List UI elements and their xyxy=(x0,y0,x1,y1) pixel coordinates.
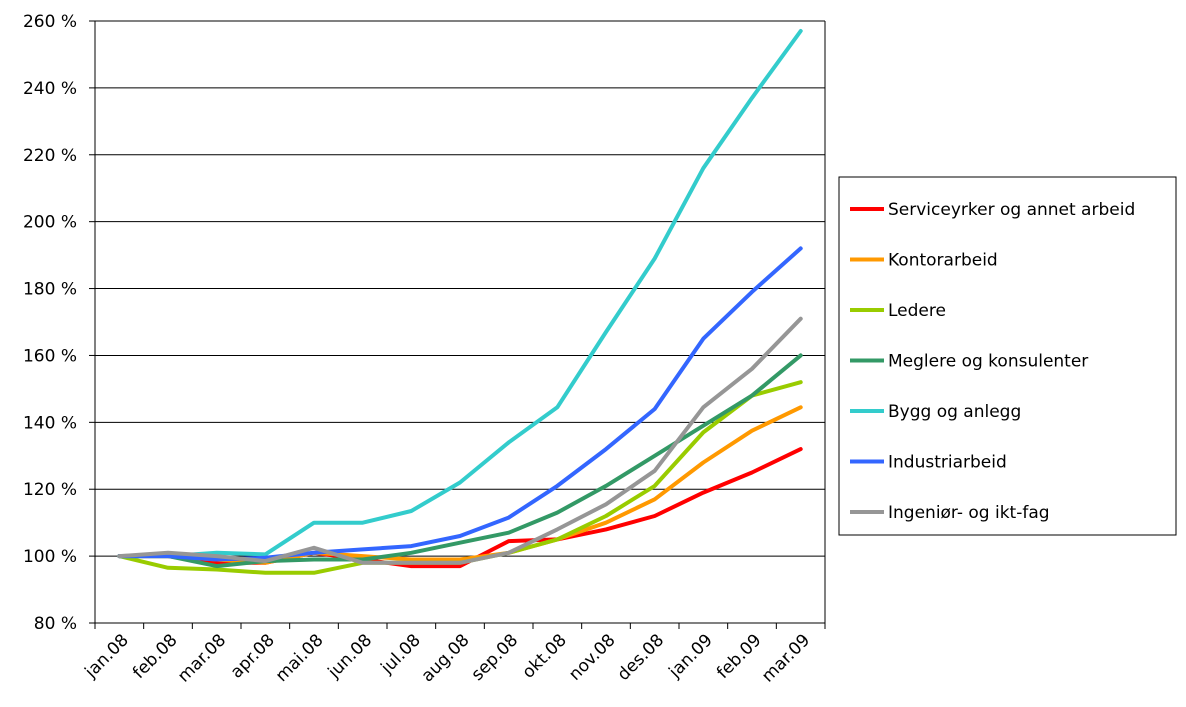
legend-item: Serviceyrker og annet arbeid xyxy=(850,200,1135,220)
legend-label: Serviceyrker og annet arbeid xyxy=(888,200,1135,220)
y-tick-label: 220 % xyxy=(23,146,77,166)
plot-background xyxy=(95,21,825,623)
x-tick-label: jan.08 xyxy=(81,630,133,682)
x-tick-label: feb.09 xyxy=(713,630,766,683)
legend-label: Ledere xyxy=(888,301,946,321)
x-tick-label: mai.08 xyxy=(272,630,328,686)
x-tick-label: nov.08 xyxy=(565,630,619,684)
y-tick-label: 140 % xyxy=(23,413,77,433)
legend-label: Industriarbeid xyxy=(888,453,1007,473)
x-tick-label: des.08 xyxy=(614,630,669,685)
y-tick-label: 200 % xyxy=(23,213,77,233)
legend-label: Kontorarbeid xyxy=(888,251,998,271)
x-tick-label: apr.08 xyxy=(227,630,279,682)
legend-label: Ingeniør- og ikt-fag xyxy=(888,503,1050,523)
y-tick-label: 260 % xyxy=(23,12,77,32)
x-tick-label: sep.08 xyxy=(468,630,523,685)
x-tick-label: feb.08 xyxy=(129,630,182,683)
x-tick-label: okt.08 xyxy=(519,630,571,682)
x-tick-label: aug.08 xyxy=(418,630,474,686)
x-tick-label: mar.08 xyxy=(174,630,230,686)
legend: Serviceyrker og annet arbeid Kontorarbeid… xyxy=(839,177,1176,535)
y-tick-label: 240 % xyxy=(23,79,77,99)
legend-label: Bygg og anlegg xyxy=(888,402,1021,422)
legend-label: Meglere og konsulenter xyxy=(888,352,1088,372)
x-tick-label: jun.08 xyxy=(324,630,377,683)
y-tick-label: 180 % xyxy=(23,280,77,300)
x-tick-label: jan.09 xyxy=(665,630,717,682)
plot-area xyxy=(95,21,825,623)
x-tick-label: mar.09 xyxy=(758,630,814,686)
y-tick-label: 120 % xyxy=(23,480,77,500)
y-tick-label: 160 % xyxy=(23,346,77,366)
y-tick-label: 80 % xyxy=(34,614,77,634)
y-tick-label: 100 % xyxy=(23,547,77,567)
